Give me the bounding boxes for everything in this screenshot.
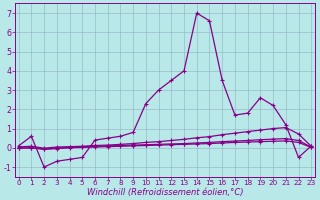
X-axis label: Windchill (Refroidissement éolien,°C): Windchill (Refroidissement éolien,°C) (87, 188, 243, 197)
